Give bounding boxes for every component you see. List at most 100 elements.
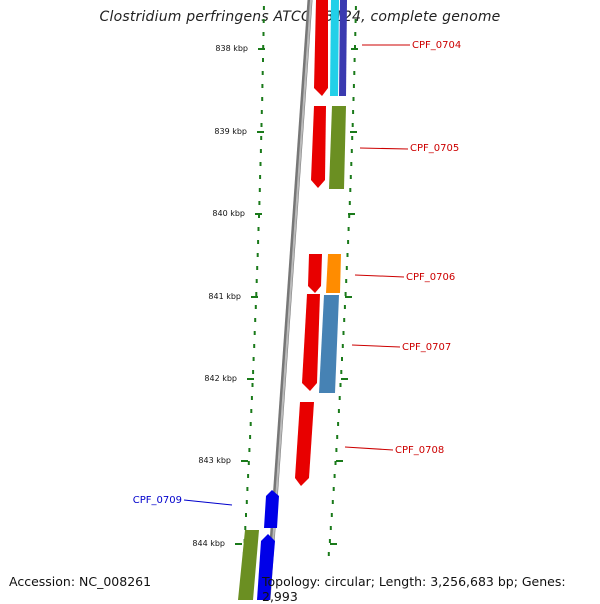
- tick-dot: [253, 331, 256, 335]
- tick-dot: [331, 500, 334, 504]
- tick-dot: [258, 214, 260, 218]
- tick-dot: [262, 6, 265, 10]
- tick-dot: [254, 305, 257, 309]
- gene-label-leader: [359, 147, 409, 150]
- tick-dot: [261, 97, 264, 101]
- tick-dot: [350, 162, 353, 166]
- major-tick: [341, 378, 348, 380]
- tick-dot: [260, 123, 263, 127]
- tick-label: 838 kbp: [215, 44, 248, 53]
- gene-arrow: [329, 106, 346, 189]
- gene-arrow: [339, 0, 347, 96]
- tick-dot: [350, 149, 353, 153]
- tick-dot: [252, 370, 255, 374]
- tick-label: 843 kbp: [198, 456, 231, 465]
- tick-dot: [352, 97, 355, 101]
- tick-dot: [330, 513, 333, 517]
- tick-dot: [336, 435, 339, 439]
- tick-dot: [342, 331, 345, 335]
- tick-dot: [246, 487, 249, 491]
- gene-label[interactable]: CPF_0706: [406, 272, 455, 283]
- major-tick: [258, 48, 265, 50]
- tick-dot: [341, 357, 343, 361]
- tick-dot: [337, 409, 340, 413]
- tick-dot: [347, 227, 350, 231]
- tick-dot: [261, 84, 264, 88]
- gene-arrow: [302, 294, 320, 391]
- tick-dot: [339, 383, 342, 387]
- major-tick: [235, 543, 242, 545]
- tick-dot: [250, 396, 253, 400]
- tick-dot: [245, 513, 247, 517]
- tick-dot: [352, 110, 355, 114]
- tick-dot: [262, 32, 265, 36]
- tick-dot: [254, 318, 257, 322]
- gene-label[interactable]: CPF_0705: [410, 143, 459, 154]
- tick-dot: [257, 240, 260, 244]
- tick-dot: [354, 6, 357, 10]
- gene-label-leader: [351, 344, 401, 348]
- gene-arrow: [295, 402, 314, 486]
- tick-dot: [261, 71, 264, 75]
- tick-label: 840 kbp: [212, 209, 245, 218]
- tick-dot: [329, 526, 332, 530]
- gene-label[interactable]: CPF_0709: [133, 495, 182, 506]
- tick-dot: [344, 292, 347, 296]
- tick-dot: [353, 58, 356, 62]
- tick-dot: [248, 448, 251, 452]
- tick-dot: [353, 71, 356, 75]
- tick-label: 841 kbp: [208, 292, 241, 301]
- genome-title: Clostridium perfringens ATCC 13124, comp…: [99, 9, 501, 25]
- major-tick: [255, 213, 262, 215]
- tick-dot: [255, 279, 258, 283]
- tick-dot: [257, 227, 260, 231]
- gene-arrow: [319, 295, 339, 393]
- gene-arrow: [314, 0, 328, 96]
- tick-dot: [262, 45, 265, 49]
- tick-label: 844 kbp: [192, 539, 225, 548]
- gene-label-leader: [344, 446, 394, 451]
- major-tick: [241, 460, 248, 462]
- tick-dot: [249, 435, 252, 439]
- tick-dot: [348, 201, 351, 205]
- tick-dot: [260, 110, 263, 114]
- gene-label[interactable]: CPF_0708: [395, 445, 444, 456]
- major-tick: [247, 378, 254, 380]
- major-tick: [351, 48, 358, 50]
- major-tick: [345, 296, 352, 298]
- tick-dot: [337, 422, 340, 426]
- tick-dot: [348, 214, 351, 218]
- tick-dot: [335, 448, 338, 452]
- tick-dot: [259, 162, 262, 166]
- major-tick: [251, 296, 258, 298]
- gene-arrows: [238, 0, 347, 600]
- tick-dot: [247, 474, 250, 478]
- tick-dot: [251, 383, 254, 387]
- tick-label: 842 kbp: [204, 374, 237, 383]
- tick-dot: [258, 201, 261, 205]
- gene-arrow: [264, 490, 279, 528]
- major-tick: [330, 543, 337, 545]
- tick-dot: [332, 487, 335, 491]
- gene-label[interactable]: CPF_0707: [402, 342, 451, 353]
- tick-dot: [347, 240, 350, 244]
- tick-dot: [262, 19, 265, 23]
- tick-dot: [345, 279, 348, 283]
- gene-arrow: [257, 534, 275, 600]
- gene-arrow: [330, 0, 339, 96]
- tick-dot: [349, 175, 352, 179]
- tick-dot: [354, 19, 357, 23]
- tick-dot: [258, 188, 261, 192]
- tick-dot: [351, 136, 354, 140]
- tick-dot: [256, 266, 259, 270]
- tick-dot: [262, 58, 264, 62]
- tick-dot: [345, 266, 348, 270]
- tick-dot: [249, 422, 252, 426]
- tick-dot: [250, 409, 253, 413]
- tick-dot: [351, 123, 354, 127]
- tick-labels: 838 kbp 839 kbp 840 kbp 841 kbp 842 kbp …: [192, 44, 248, 548]
- tick-dot: [247, 461, 250, 465]
- major-tick: [350, 131, 357, 133]
- gene-label[interactable]: CPF_0704: [412, 40, 461, 51]
